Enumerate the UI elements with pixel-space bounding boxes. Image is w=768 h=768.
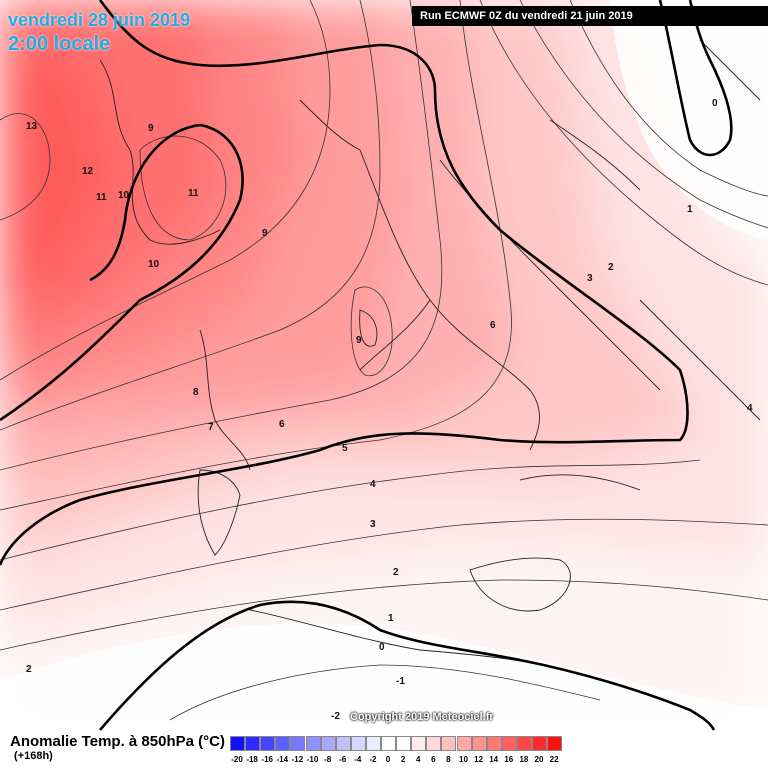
- contour-label: 7: [208, 422, 214, 433]
- legend-tick-label: -14: [276, 755, 289, 764]
- contour-label: 2: [608, 262, 614, 273]
- legend-tick-label: -16: [261, 755, 273, 764]
- legend-swatch: [501, 736, 517, 751]
- legend-swatch: [547, 736, 563, 751]
- legend-tick-label: -4: [354, 755, 362, 764]
- anomaly-fill: [0, 0, 768, 732]
- legend-swatch: [290, 736, 306, 751]
- legend-swatch: [456, 736, 472, 751]
- contour-label: -2: [331, 711, 340, 722]
- contour-label: 3: [370, 519, 376, 530]
- contour-label: 13: [26, 121, 38, 132]
- contour-label: 11: [188, 188, 199, 199]
- legend-tick-label: 10: [459, 755, 468, 764]
- contour-label: 10: [118, 190, 130, 201]
- contour-label: 12: [82, 166, 94, 177]
- contour-label: 2: [393, 567, 399, 578]
- legend-tick-label: 8: [446, 755, 451, 764]
- anomaly-contours: [0, 0, 768, 721]
- legend-swatch: [365, 736, 381, 751]
- legend-swatch: [471, 736, 487, 751]
- legend-tick-label: 2: [400, 755, 406, 764]
- legend-swatch: [335, 736, 351, 751]
- contour-label: 5: [342, 443, 348, 454]
- legend-tick-label: 6: [431, 755, 436, 764]
- legend-swatch: [305, 736, 321, 751]
- contour-label: 4: [747, 403, 753, 414]
- contour-label: 3: [587, 273, 593, 284]
- contour-label: 6: [490, 320, 496, 331]
- legend-tick-label: 20: [534, 755, 544, 764]
- legend-tick-label: 4: [415, 755, 421, 764]
- legend-tick-label: -2: [369, 755, 377, 764]
- legend-swatch: [350, 736, 366, 751]
- contour-label: 9: [262, 228, 268, 239]
- contour-label: 1: [687, 204, 693, 215]
- thick-contours: [0, 0, 733, 731]
- legend-swatch: [260, 736, 276, 751]
- forecast-time: 2:00 locale: [8, 33, 111, 55]
- contour-label: 10: [148, 259, 160, 270]
- legend-tick-label: -10: [306, 755, 319, 764]
- legend-tick-label: -20: [231, 755, 243, 764]
- legend-tick-label: 18: [519, 755, 529, 764]
- legend-swatch: [441, 736, 457, 751]
- legend-tick-label: 14: [489, 755, 499, 764]
- legend-tick-label: -8: [324, 755, 332, 764]
- legend-tick-label: -6: [339, 755, 347, 764]
- contour-label: 0: [379, 642, 385, 653]
- legend-title: Anomalie Temp. à 850hPa (°C): [10, 733, 225, 750]
- legend-tick-label: -12: [291, 755, 304, 764]
- contour-label: 8: [193, 387, 199, 398]
- legend: Anomalie Temp. à 850hPa (°C) (+168h) -20…: [0, 732, 768, 768]
- legend-tick-label: 16: [504, 755, 514, 764]
- contour-label: 0: [712, 98, 718, 109]
- legend-swatch: [275, 736, 291, 751]
- legend-tick-label: 22: [549, 755, 559, 764]
- legend-swatch: [245, 736, 261, 751]
- legend-swatch: [411, 736, 427, 751]
- legend-tick-label: 12: [474, 755, 484, 764]
- legend-subtitle: (+168h): [14, 750, 53, 762]
- legend-swatch: [486, 736, 502, 751]
- forecast-date: vendredi 28 juin 2019: [8, 10, 191, 30]
- contour-label: 9: [356, 335, 362, 346]
- legend-tick-label: -18: [246, 755, 258, 764]
- legend-swatch: [381, 736, 396, 751]
- contour-labels: 13 12 11 10 9 11 10 9 9 8 7 6 6 5 4 3 2 …: [26, 98, 753, 722]
- copyright-text: Copyright 2019 Meteociel.fr: [350, 711, 494, 723]
- legend-swatch: [426, 736, 442, 751]
- contour-label: 1: [388, 613, 394, 624]
- legend-swatch: [532, 736, 547, 751]
- run-info: Run ECMWF 0Z du vendredi 21 juin 2019: [412, 6, 768, 26]
- contour-label: 9: [148, 123, 154, 134]
- legend-swatch: [230, 736, 245, 751]
- anomaly-map: 13 12 11 10 9 11 10 9 9 8 7 6 6 5 4 3 2 …: [0, 0, 768, 732]
- contour-label: 11: [96, 192, 107, 203]
- contour-label: 6: [279, 419, 285, 430]
- contour-label: -1: [396, 676, 405, 687]
- contour-label: 2: [26, 664, 32, 675]
- legend-tick-label: 0: [385, 755, 391, 764]
- legend-swatch: [320, 736, 336, 751]
- contour-label: 4: [370, 479, 376, 490]
- legend-swatch: [516, 736, 532, 751]
- legend-swatch: [396, 736, 412, 751]
- color-scale: -20 -18 -16 -14 -12 -10 -8 -6 -4 -2 0 2 4 6 8 10 12 14 16 1…: [230, 736, 563, 768]
